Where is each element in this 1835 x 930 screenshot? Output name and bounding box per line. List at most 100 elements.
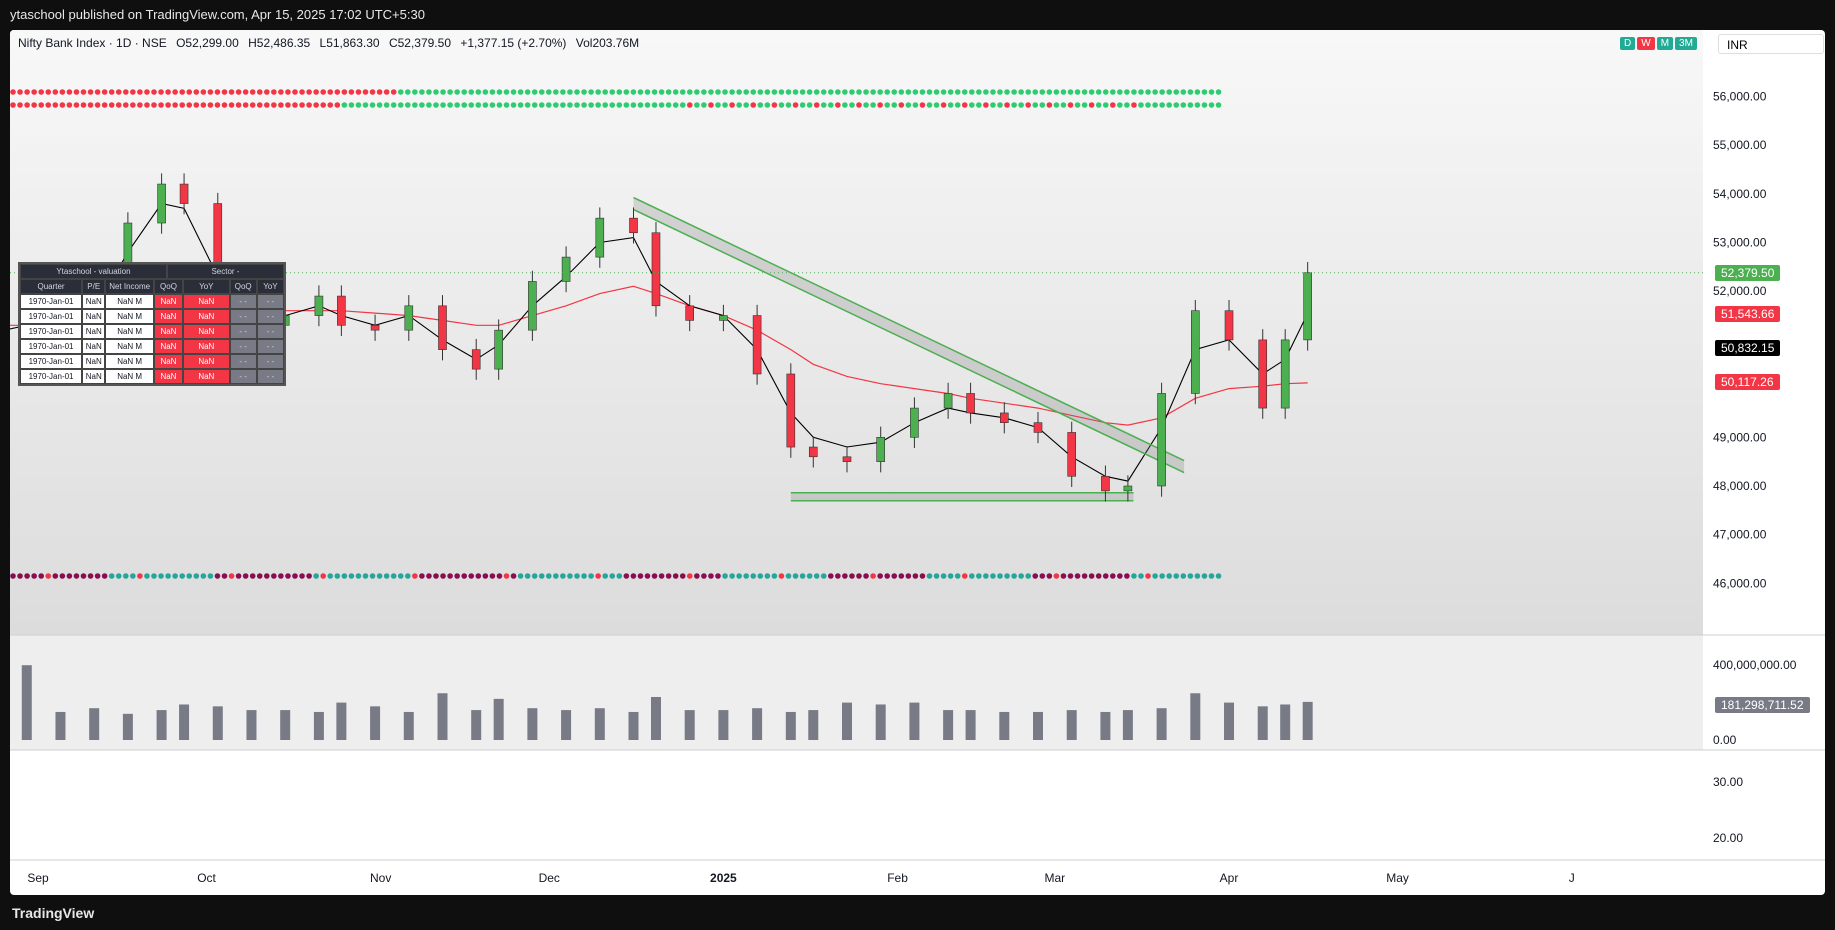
signal-dot: [616, 573, 623, 579]
signal-dot: [1067, 573, 1074, 579]
signal-dot: [115, 573, 122, 579]
signal-dot: [355, 573, 362, 579]
price-candle: [1224, 310, 1234, 341]
indicator-dot: [856, 89, 862, 95]
indicator-dot: [1011, 89, 1017, 95]
indicator-dot: [1039, 102, 1046, 108]
price-axis-label: 54,000.00: [1713, 187, 1767, 201]
indicator-dot: [221, 102, 228, 108]
indicator-dot: [1004, 102, 1010, 108]
indicator-dot: [856, 102, 862, 108]
indicator-dot: [1046, 89, 1053, 95]
indicator-dot: [546, 102, 552, 108]
timeframe-w[interactable]: W: [1637, 37, 1655, 50]
volume-bar: [179, 704, 190, 740]
table-cell: NaN: [82, 294, 106, 309]
price-axis-label: 49,000.00: [1713, 430, 1767, 444]
indicator-dot: [45, 102, 52, 108]
indicator-dot: [736, 102, 742, 108]
legend-close: C52,379.50: [388, 36, 451, 50]
indicator-dot: [1194, 102, 1201, 108]
indicator-dot: [933, 102, 940, 108]
chart-canvas[interactable]: 56,000.00 55,000.00 54,000.00 53,000.00 52,0…: [10, 30, 1825, 895]
time-axis-label: Nov: [370, 871, 391, 885]
indicator-dot: [313, 102, 319, 108]
signal-dot: [969, 573, 975, 579]
indicator-dot: [144, 102, 150, 108]
volume-bar: [1302, 701, 1313, 740]
signal-dot: [278, 573, 284, 579]
indicator-dot: [694, 102, 700, 108]
indicator-dot: [785, 102, 792, 108]
indicator-dot: [637, 102, 644, 108]
indicator-dot: [390, 89, 397, 95]
indicator-dot: [397, 89, 404, 95]
indicator-dot: [799, 89, 806, 95]
indicator-dot: [475, 102, 482, 108]
indicator-dot: [1060, 89, 1067, 95]
indicator-dot: [524, 102, 531, 108]
indicator-dot: [447, 89, 453, 95]
indicator-dot: [249, 89, 256, 95]
indicator-dot: [66, 102, 73, 108]
currency-selector[interactable]: INR: [1718, 34, 1824, 54]
legend-volume: Vol203.76M: [575, 36, 640, 50]
signal-dot: [130, 573, 136, 579]
indicator-dot: [524, 89, 531, 95]
indicator-dot: [172, 102, 178, 108]
signal-dot: [764, 573, 771, 579]
table-cell: NaN: [82, 339, 106, 354]
indicator-dot: [1102, 89, 1109, 95]
signal-dot: [870, 573, 876, 579]
chart-panel[interactable]: 56,000.00 55,000.00 54,000.00 53,000.00 52,0…: [10, 30, 1825, 895]
price-candle: [966, 393, 975, 414]
indicator-dot: [151, 89, 157, 95]
indicator-dot: [517, 102, 524, 108]
indicator-dot: [1215, 102, 1222, 108]
indicator-dot: [130, 102, 136, 108]
volume-bar: [841, 702, 852, 740]
volume-bar: [21, 665, 32, 740]
table-cell: - -: [256, 354, 284, 369]
table-cell: NaN: [153, 339, 184, 354]
indicator-dot: [1081, 89, 1088, 95]
indicator-dot: [997, 89, 1003, 95]
signal-dot: [1201, 573, 1208, 579]
signal-dot: [863, 573, 869, 579]
time-axis-label: J: [1569, 871, 1575, 885]
indicator-dot: [306, 102, 312, 108]
support-zone: [790, 492, 1134, 501]
price-candle: [685, 305, 694, 321]
signal-dot: [820, 573, 827, 579]
legend-low: L51,863.30: [319, 36, 380, 50]
indicator-dot: [1201, 102, 1208, 108]
signal-dot: [45, 573, 52, 579]
indicator-dot: [574, 102, 580, 108]
indicator-dot: [1166, 102, 1172, 108]
table-cell: NaN: [183, 354, 230, 369]
table-cell: 1970-Jan-01: [20, 324, 83, 339]
table-cell: NaN: [153, 354, 184, 369]
price-candle: [999, 412, 1009, 423]
indicator-dot: [334, 102, 341, 108]
signal-dot: [1180, 573, 1187, 579]
timeframe-m[interactable]: M: [1656, 37, 1674, 50]
timeframe-d[interactable]: D: [1620, 37, 1636, 50]
table-cell: NaN: [183, 369, 230, 384]
table-cell: NaN: [183, 339, 230, 354]
indicator-dot: [1124, 102, 1130, 108]
indicator-dot: [299, 102, 305, 108]
price-candle: [752, 315, 762, 375]
signal-dot: [207, 573, 214, 579]
signal-dot: [658, 573, 665, 579]
time-axis-label: Apr: [1220, 871, 1239, 885]
symbol-name[interactable]: Nifty Bank Index · 1D · NSE: [18, 36, 167, 50]
indicator-dot: [1004, 89, 1010, 95]
tradingview-logo[interactable]: TradingView: [12, 905, 95, 921]
indicator-dot: [623, 89, 630, 95]
signal-dot: [961, 573, 968, 579]
indicator-dot: [468, 102, 475, 108]
signal-dot: [299, 573, 305, 579]
timeframe-3m[interactable]: 3M: [1675, 37, 1697, 50]
indicator-dot: [137, 89, 143, 95]
